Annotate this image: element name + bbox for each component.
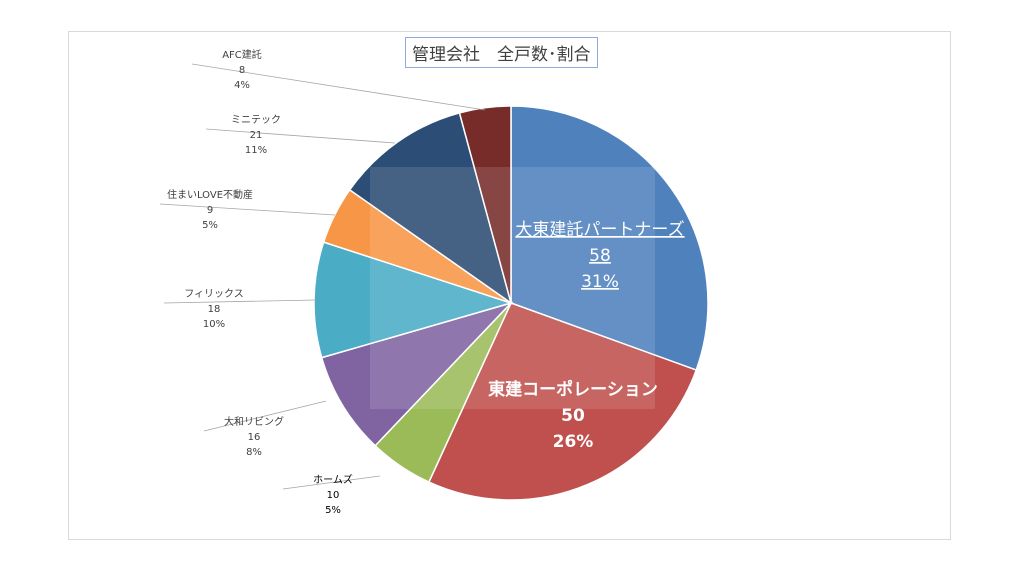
chart-title: 管理会社 全戸数･割合 — [405, 37, 598, 68]
data-label-1-1: 50 — [561, 406, 585, 426]
data-label-2-0: ホームズ — [313, 473, 353, 486]
data-label-2-2: 5% — [325, 505, 341, 516]
data-label-3-1: 16 — [248, 432, 261, 443]
data-label-1-0: 東建コーポレーション — [488, 379, 658, 400]
pie-slice-3[interactable] — [320, 301, 514, 447]
data-label-4-1: 18 — [208, 304, 221, 315]
leader-line-5 — [159, 203, 336, 216]
leader-line-7 — [191, 63, 486, 111]
watermark — [370, 167, 655, 409]
data-label-5-2: 5% — [202, 220, 218, 231]
leader-line-4 — [163, 299, 317, 304]
data-label-7-0: AFC建託 — [222, 48, 262, 61]
data-label-5-1: 9 — [207, 205, 213, 216]
leader-line-2 — [282, 475, 381, 490]
data-label-6-1: 21 — [250, 130, 263, 141]
data-label-4-2: 10% — [203, 319, 225, 330]
data-label-6-2: 11% — [245, 145, 267, 156]
data-label-2-1: 10 — [327, 490, 340, 501]
data-label-7-1: 8 — [239, 65, 245, 76]
data-label-0-2: 31% — [581, 272, 619, 292]
data-label-4-0: フィリックス — [184, 288, 244, 300]
data-label-0-0: 大東建託パートナーズ — [515, 220, 684, 240]
pie-slice-6[interactable] — [348, 111, 513, 305]
data-label-0-1: 58 — [589, 246, 611, 266]
pie-slice-7[interactable] — [458, 105, 512, 304]
data-label-3-2: 8% — [246, 447, 262, 458]
data-labels: 大東建託パートナーズ 58 31% 東建コーポレーション 50 26% ホームズ 10 5% 大和… — [159, 48, 685, 516]
data-label-1-2: 26% — [553, 432, 594, 452]
data-label-5-0: 住まいLOVE不動産 — [167, 188, 253, 201]
leader-line-3 — [203, 400, 327, 432]
data-label-6-0: ミニテック — [231, 114, 281, 126]
leader-line-6 — [205, 128, 396, 144]
data-label-7-2: 4% — [234, 80, 250, 91]
pie-slice-1[interactable] — [427, 302, 698, 501]
data-label-3-0: 大和リビング — [224, 415, 284, 428]
pie-slice-0[interactable] — [510, 105, 709, 371]
